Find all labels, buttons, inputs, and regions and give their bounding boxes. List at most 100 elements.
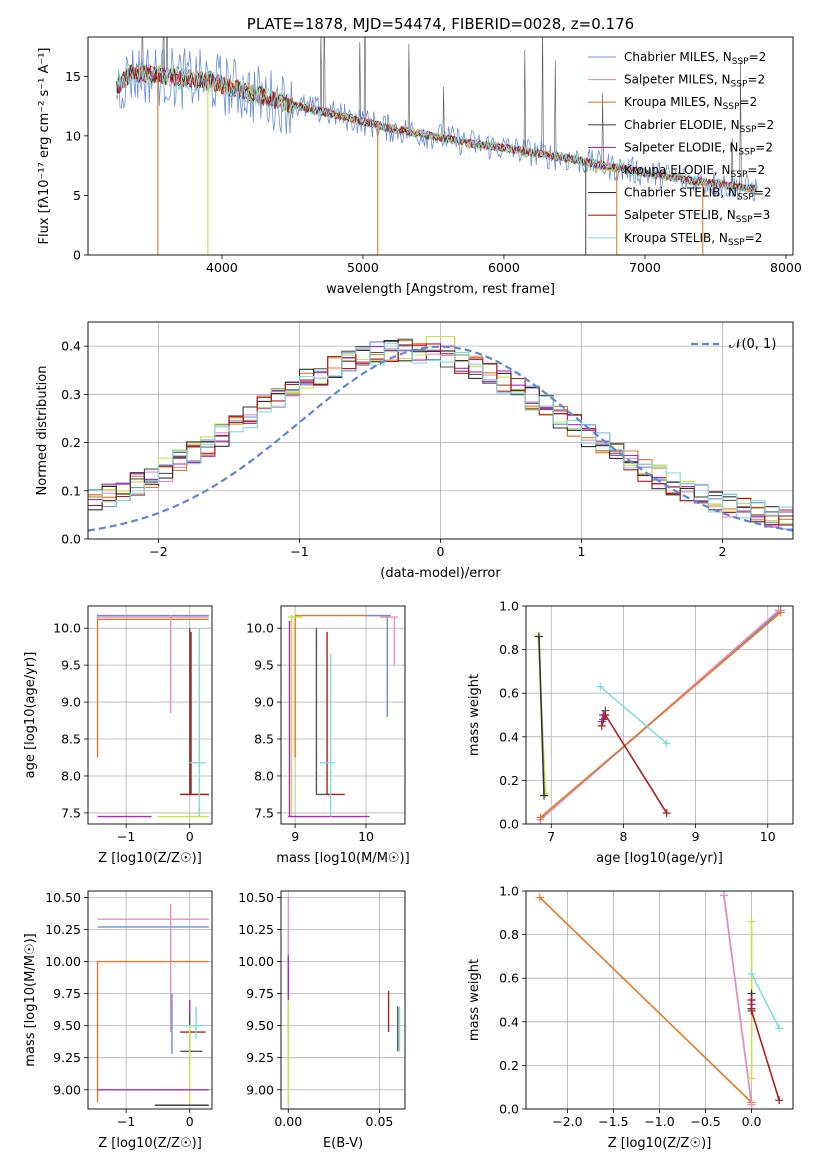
axes-frame xyxy=(280,605,406,825)
axes-frame xyxy=(87,36,794,256)
weight-marker xyxy=(534,632,543,641)
y-tick-label: 10.0 xyxy=(53,621,81,636)
y-tick-label: 0.4 xyxy=(61,339,81,354)
y-tick-label: 9.50 xyxy=(246,1018,274,1033)
x-axis-label: mass [log10(M/M☉)] xyxy=(276,851,409,866)
weight-line xyxy=(723,895,753,1105)
y-tick-label: 10.00 xyxy=(45,954,81,969)
x-tick-label: 0 xyxy=(437,544,445,559)
x-tick-label: 0.0 xyxy=(742,1114,762,1129)
y-tick-label: 0.0 xyxy=(499,817,519,832)
plot-area xyxy=(88,891,212,1109)
y-tick-label: 10.50 xyxy=(238,890,274,905)
x-tick-label: 5000 xyxy=(347,260,379,275)
y-tick-label: 0.3 xyxy=(61,387,81,402)
y-tick-label: 9.75 xyxy=(53,986,81,1001)
weight-vs-metallicity-panel: −2.0 −1.5 −1.0 −0.5 0.0 0.0 0.2 0.4 0.6 0.8 1.0 Z [… xyxy=(467,884,794,1151)
y-tick-label: 9.5 xyxy=(61,658,81,673)
legend-entry: Salpeter ELODIE, NSSP=2 xyxy=(624,140,773,157)
y-tick-label: 8.5 xyxy=(61,732,81,747)
x-tick-label: 9 xyxy=(291,829,299,844)
weight-marker xyxy=(596,682,605,691)
x-tick-label: 4000 xyxy=(206,260,238,275)
spectrum-line xyxy=(115,62,758,196)
weight-marker xyxy=(747,1006,756,1015)
x-tick-label: −1 xyxy=(117,1114,135,1129)
y-axis-label: mass [log10(M/M☉)] xyxy=(23,933,38,1066)
y-tick-label: 7.5 xyxy=(254,805,274,820)
weight-line xyxy=(539,611,782,819)
y-tick-label: 9.25 xyxy=(53,1050,81,1065)
legend-entry: Chabrier ELODIE, NSSP=2 xyxy=(624,118,774,135)
weight-line xyxy=(539,896,753,1104)
y-tick-label: 0 xyxy=(73,248,81,263)
y-tick-label: 9.00 xyxy=(246,1082,274,1097)
x-tick-label: 0 xyxy=(186,1114,194,1129)
x-tick-label: 10 xyxy=(760,829,776,844)
y-tick-label: 0.1 xyxy=(61,483,81,498)
x-axis-label: Z [log10(Z/Z☉)] xyxy=(608,1136,712,1151)
legend-entry: Chabrier STELIB, NSSP=2 xyxy=(624,186,772,203)
plot-area xyxy=(526,891,793,1109)
x-tick-label: 2 xyxy=(719,544,727,559)
y-tick-label: 10.0 xyxy=(246,621,274,636)
plot-area xyxy=(281,606,405,824)
axes-frame xyxy=(525,890,794,1110)
weight-marker xyxy=(662,809,671,818)
y-tick-label: 9.25 xyxy=(246,1050,274,1065)
y-tick-label: 0.8 xyxy=(499,927,519,942)
y-tick-label: 9.5 xyxy=(254,658,274,673)
x-tick-label: 0 xyxy=(186,829,194,844)
x-tick-label: 7 xyxy=(547,829,555,844)
weight-marker xyxy=(747,969,756,978)
weight-marker xyxy=(775,1024,784,1033)
y-axis-label: Normed distribution xyxy=(35,366,50,496)
x-tick-label: −1 xyxy=(290,544,308,559)
x-tick-label: −2.0 xyxy=(552,1114,582,1129)
legend-entry: Salpeter STELIB, NSSP=3 xyxy=(624,208,770,225)
weight-marker xyxy=(535,893,544,902)
y-tick-label: 0.8 xyxy=(499,642,519,657)
x-tick-label: 7000 xyxy=(629,260,661,275)
histogram-step xyxy=(88,343,793,525)
y-tick-label: 10.50 xyxy=(45,890,81,905)
x-axis-label: (data-model)/error xyxy=(380,566,501,581)
x-tick-label: −1 xyxy=(117,829,135,844)
y-tick-label: 0.6 xyxy=(499,971,519,986)
y-axis-label: Flux [fλ10⁻¹⁷ erg cm⁻² s⁻¹ A⁻¹] xyxy=(37,48,52,245)
y-tick-label: 1.0 xyxy=(499,599,519,614)
x-axis-label: wavelength [Angstrom, rest frame] xyxy=(326,282,555,297)
legend-entry: Kroupa ELODIE, NSSP=2 xyxy=(624,163,765,180)
y-axis-label: mass weight xyxy=(467,674,482,756)
y-tick-label: 0.4 xyxy=(499,729,519,744)
y-tick-label: 8.0 xyxy=(254,768,274,783)
y-tick-label: 10 xyxy=(65,128,81,143)
histogram-step xyxy=(88,338,793,526)
plot-area xyxy=(526,606,793,824)
x-tick-label: −1.0 xyxy=(644,1114,674,1129)
weight-marker xyxy=(747,1100,756,1109)
weight-line xyxy=(750,973,780,1029)
mass-vs-extinction-panel: 0.00 0.05 9.00 9.25 9.50 9.75 10.00 10.25 10.50 E… xyxy=(238,890,406,1151)
axes-frame xyxy=(87,605,213,825)
weight-marker xyxy=(536,813,545,822)
y-tick-label: 8.0 xyxy=(61,768,81,783)
x-axis-label: Z [log10(Z/Z☉)] xyxy=(98,1136,202,1151)
x-tick-label: 8 xyxy=(619,829,627,844)
weight-vs-age-panel: 7 8 9 10 0.0 0.2 0.4 0.6 0.8 1.0 age [log10(age/yr… xyxy=(467,599,794,866)
mass-vs-metallicity-panel: −1 0 9.00 9.25 9.50 9.75 10.00 10.25 10.50 Z [log… xyxy=(23,890,213,1151)
axes-frame xyxy=(280,890,406,1110)
y-tick-label: 8.5 xyxy=(254,732,274,747)
legend-entry: Chabrier MILES, NSSP=2 xyxy=(624,50,766,67)
x-tick-label: −0.5 xyxy=(690,1114,720,1129)
weight-marker xyxy=(719,891,728,900)
y-tick-label: 10.25 xyxy=(238,922,274,937)
age-vs-metallicity-panel: −1 0 7.5 8.0 8.5 9.0 9.5 10.0 Z [log10(Z/Z☉)] age… xyxy=(23,605,213,866)
y-tick-label: 0.6 xyxy=(499,686,519,701)
y-tick-label: 9.50 xyxy=(53,1018,81,1033)
axes-frame xyxy=(87,321,794,540)
y-axis-label: mass weight xyxy=(467,959,482,1041)
axes-frame xyxy=(525,605,794,825)
